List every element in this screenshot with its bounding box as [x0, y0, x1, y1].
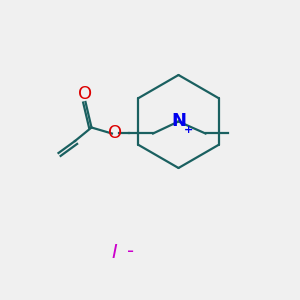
Text: I: I — [111, 242, 117, 262]
Text: +: + — [184, 125, 193, 135]
Text: O: O — [108, 124, 123, 142]
Text: -: - — [127, 242, 134, 262]
Text: O: O — [78, 85, 93, 103]
Text: N: N — [171, 112, 186, 130]
